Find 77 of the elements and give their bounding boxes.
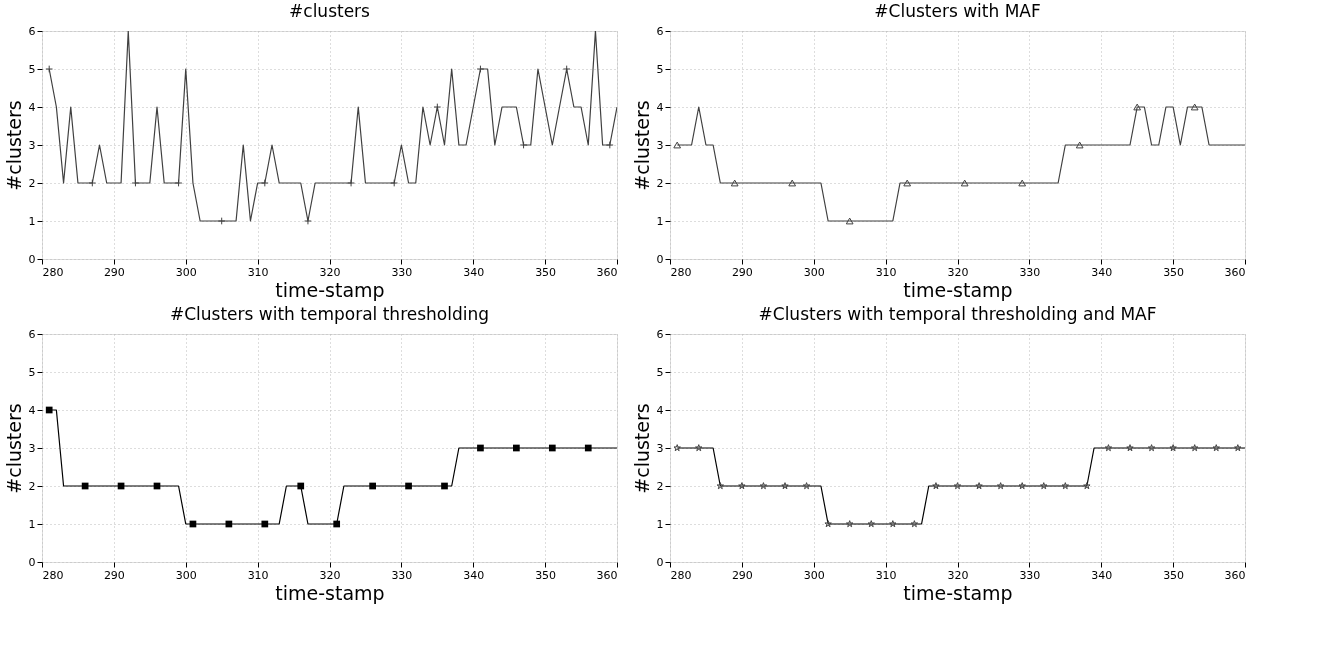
x-tick-label: 360 bbox=[596, 568, 618, 582]
x-tick-label: 290 bbox=[103, 265, 125, 279]
x-tick-label: 300 bbox=[175, 265, 197, 279]
x-axis-title: time-stamp bbox=[275, 278, 385, 301]
x-tick-label: 350 bbox=[535, 568, 557, 582]
y-tick-label: 2 bbox=[28, 176, 36, 190]
y-tick-label: 1 bbox=[656, 517, 664, 531]
x-tick-label: 330 bbox=[1019, 265, 1041, 279]
x-tick-label: 350 bbox=[1163, 568, 1185, 582]
x-tick-label: 290 bbox=[731, 265, 753, 279]
x-tick-label: 320 bbox=[947, 265, 969, 279]
y-tick-label: 2 bbox=[656, 176, 664, 190]
y-tick-label: 4 bbox=[28, 100, 36, 114]
x-tick-label: 330 bbox=[1019, 568, 1041, 582]
x-tick-label: 310 bbox=[875, 265, 897, 279]
y-tick-label: 6 bbox=[28, 24, 36, 38]
chart-title: #Clusters with MAF bbox=[874, 1, 1041, 21]
y-tick-label: 0 bbox=[28, 252, 36, 266]
x-tick-label: 360 bbox=[596, 265, 618, 279]
y-tick-label: 1 bbox=[28, 214, 36, 228]
y-axis-title: #clusters bbox=[630, 403, 653, 494]
x-tick-label: 280 bbox=[42, 265, 64, 279]
y-tick-label: 3 bbox=[656, 138, 664, 152]
x-tick-label: 340 bbox=[463, 568, 485, 582]
y-tick-label: 1 bbox=[656, 214, 664, 228]
y-tick-label: 5 bbox=[656, 365, 664, 379]
x-tick-label: 340 bbox=[1091, 265, 1113, 279]
y-axis-title: #clusters bbox=[630, 100, 653, 191]
x-tick-label: 340 bbox=[463, 265, 485, 279]
x-tick-label: 300 bbox=[803, 568, 825, 582]
chart-title: #Clusters with temporal thresholding bbox=[169, 304, 490, 324]
y-tick-label: 2 bbox=[656, 479, 664, 493]
x-tick-label: 330 bbox=[391, 568, 413, 582]
y-tick-label: 5 bbox=[656, 62, 664, 76]
y-tick-label: 4 bbox=[656, 100, 664, 114]
x-tick-label: 290 bbox=[731, 568, 753, 582]
x-tick-label: 300 bbox=[803, 265, 825, 279]
x-tick-label: 300 bbox=[175, 568, 197, 582]
y-tick-label: 3 bbox=[28, 441, 36, 455]
y-tick-label: 0 bbox=[656, 555, 664, 569]
x-tick-label: 280 bbox=[42, 568, 64, 582]
y-tick-label: 6 bbox=[656, 327, 664, 341]
x-tick-label: 320 bbox=[319, 568, 341, 582]
x-tick-label: 350 bbox=[535, 265, 557, 279]
y-tick-label: 1 bbox=[28, 517, 36, 531]
x-tick-label: 320 bbox=[947, 568, 969, 582]
y-tick-label: 4 bbox=[656, 403, 664, 417]
x-tick-label: 360 bbox=[1224, 568, 1246, 582]
chart-title: #clusters bbox=[289, 1, 371, 21]
x-tick-label: 290 bbox=[103, 568, 125, 582]
y-tick-label: 0 bbox=[28, 555, 36, 569]
y-tick-label: 3 bbox=[656, 441, 664, 455]
x-axis-title: time-stamp bbox=[275, 581, 385, 604]
x-tick-label: 340 bbox=[1091, 568, 1113, 582]
line-series bbox=[48, 31, 617, 222]
x-tick-label: 310 bbox=[875, 568, 897, 582]
y-tick-label: 4 bbox=[28, 403, 36, 417]
chart-title: #Clusters with temporal thresholding and MAF bbox=[758, 304, 1157, 324]
x-tick-label: 310 bbox=[247, 568, 269, 582]
y-axis-title: #clusters bbox=[2, 403, 25, 494]
y-tick-label: 0 bbox=[656, 252, 664, 266]
x-tick-label: 280 bbox=[670, 568, 692, 582]
y-tick-label: 2 bbox=[28, 479, 36, 493]
x-axis-title: time-stamp bbox=[903, 581, 1013, 604]
y-tick-label: 6 bbox=[28, 327, 36, 341]
x-axis-title: time-stamp bbox=[903, 278, 1013, 301]
y-tick-label: 5 bbox=[28, 365, 36, 379]
x-tick-label: 310 bbox=[247, 265, 269, 279]
x-tick-label: 320 bbox=[319, 265, 341, 279]
y-tick-label: 3 bbox=[28, 138, 36, 152]
x-tick-label: 350 bbox=[1163, 265, 1185, 279]
y-tick-label: 6 bbox=[656, 24, 664, 38]
y-axis-title: #clusters bbox=[2, 100, 25, 191]
x-tick-label: 360 bbox=[1224, 265, 1246, 279]
x-tick-label: 280 bbox=[670, 265, 692, 279]
x-tick-label: 330 bbox=[391, 265, 413, 279]
y-tick-label: 5 bbox=[28, 62, 36, 76]
